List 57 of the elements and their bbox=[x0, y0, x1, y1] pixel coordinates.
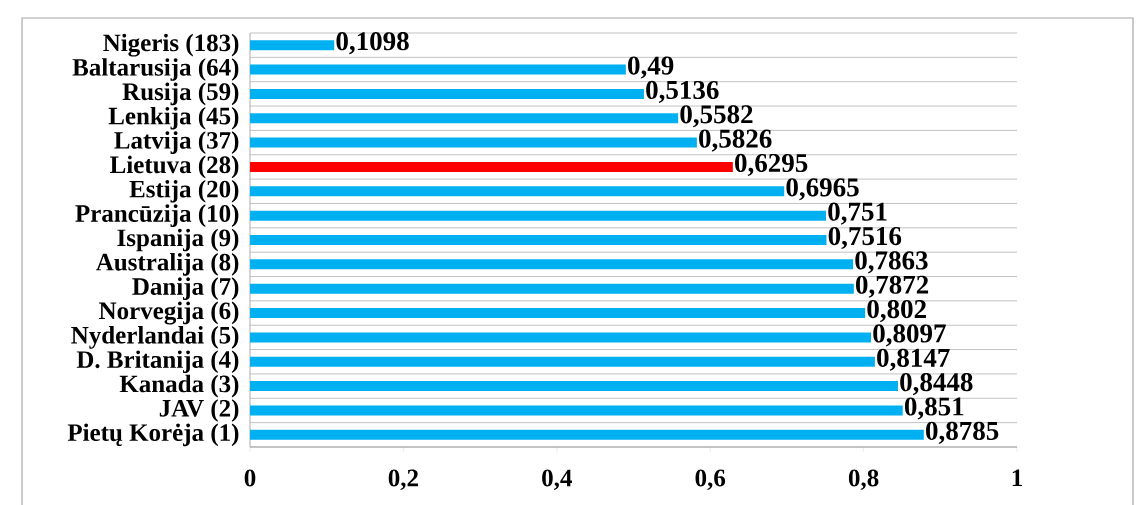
data-label: 0,7516 bbox=[828, 226, 902, 250]
x-tick-label: 1 bbox=[1012, 469, 1022, 487]
y-tick-label: JAV (2) bbox=[159, 399, 239, 422]
data-label: 0,6295 bbox=[735, 153, 808, 177]
y-tick-label: Lietuva (28) bbox=[110, 155, 239, 179]
x-tick-label: 0,6 bbox=[695, 469, 726, 491]
y-tick-label: Prancūzija (10) bbox=[75, 204, 239, 227]
data-label: 0,6965 bbox=[786, 178, 859, 201]
data-label: 0,751 bbox=[828, 202, 887, 225]
bar bbox=[250, 259, 854, 270]
bar bbox=[250, 283, 854, 294]
bar bbox=[250, 308, 866, 319]
y-tick-label: Nigeris (183) bbox=[103, 33, 239, 57]
bar bbox=[250, 210, 827, 221]
y-tick-label: Ispanija (9) bbox=[117, 228, 239, 252]
y-tick-label: D. Britanija (4) bbox=[76, 350, 239, 374]
bar bbox=[250, 332, 872, 343]
bar bbox=[250, 405, 903, 416]
y-tick-label: Baltarusija (64) bbox=[72, 58, 239, 81]
bar bbox=[250, 64, 626, 75]
data-label: 0,8147 bbox=[877, 348, 950, 371]
data-label: 0,49 bbox=[628, 56, 674, 79]
bar bbox=[250, 429, 924, 440]
x-tick-label: 0,4 bbox=[542, 469, 572, 491]
bar bbox=[250, 186, 785, 197]
bar bbox=[250, 113, 679, 124]
bar bbox=[250, 40, 335, 51]
bar bbox=[250, 356, 875, 367]
y-tick-label: Lenkija (45) bbox=[108, 106, 239, 130]
y-tick-label: Kanada (3) bbox=[119, 374, 239, 398]
bar bbox=[250, 381, 898, 392]
y-tick-label: Rusija (59) bbox=[122, 82, 239, 106]
y-tick-label: Latvija (37) bbox=[114, 131, 239, 154]
data-label: 0,5582 bbox=[680, 105, 753, 128]
data-label: 0,8785 bbox=[926, 421, 999, 444]
bar bbox=[250, 88, 644, 99]
bar bbox=[250, 234, 827, 245]
x-tick-label: 0,2 bbox=[388, 469, 418, 491]
data-label: 0,7863 bbox=[855, 251, 928, 274]
bar bbox=[250, 137, 697, 148]
data-label: 0,8097 bbox=[873, 324, 946, 347]
x-tick-label: 0 bbox=[244, 469, 256, 487]
data-label: 0,7872 bbox=[856, 275, 929, 298]
x-tick-label: 0,8 bbox=[848, 469, 879, 491]
bar bbox=[250, 161, 733, 172]
y-tick-label: Danija (7) bbox=[132, 277, 239, 301]
data-label: 0,5136 bbox=[646, 80, 719, 103]
y-tick-label: Pietų Korėja (1) bbox=[67, 423, 239, 447]
y-tick-label: Nyderlandai (5) bbox=[71, 326, 239, 349]
y-tick-label: Australija (8) bbox=[96, 253, 239, 276]
data-label: 0,8448 bbox=[900, 373, 973, 396]
data-label: 0,5826 bbox=[699, 129, 772, 152]
data-label: 0,851 bbox=[904, 397, 964, 420]
y-tick-label: Norvegija (6) bbox=[99, 301, 239, 325]
y-tick-label: Estija (20) bbox=[129, 179, 239, 203]
data-label: 0,802 bbox=[867, 299, 926, 323]
data-label: 0,1098 bbox=[336, 32, 409, 55]
